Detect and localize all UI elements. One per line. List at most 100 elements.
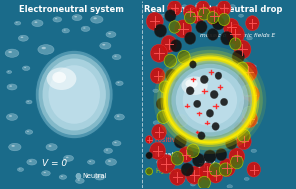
Ellipse shape [83, 27, 86, 29]
Ellipse shape [12, 145, 15, 147]
Text: mosaic of electric fields E: mosaic of electric fields E [200, 33, 275, 38]
Ellipse shape [161, 35, 177, 52]
Ellipse shape [221, 31, 233, 45]
Ellipse shape [223, 18, 239, 36]
Ellipse shape [238, 129, 250, 142]
Ellipse shape [49, 65, 100, 124]
Ellipse shape [151, 44, 168, 62]
Text: $\rm{H_2O_2}$ solution: $\rm{H_2O_2}$ solution [155, 166, 201, 177]
Ellipse shape [108, 160, 111, 162]
Ellipse shape [52, 72, 66, 83]
Ellipse shape [166, 59, 254, 141]
Ellipse shape [157, 111, 170, 123]
Ellipse shape [95, 174, 105, 180]
Ellipse shape [38, 45, 54, 54]
Ellipse shape [164, 54, 177, 67]
Ellipse shape [157, 155, 175, 173]
Ellipse shape [62, 29, 70, 33]
Ellipse shape [244, 177, 249, 180]
Ellipse shape [183, 74, 237, 126]
Ellipse shape [176, 68, 244, 132]
Ellipse shape [75, 178, 84, 184]
Ellipse shape [114, 142, 117, 143]
Ellipse shape [184, 11, 196, 24]
Ellipse shape [209, 163, 222, 176]
Ellipse shape [229, 148, 245, 165]
Ellipse shape [243, 107, 255, 120]
Ellipse shape [230, 5, 235, 8]
Ellipse shape [237, 133, 251, 150]
Ellipse shape [242, 85, 259, 104]
Ellipse shape [97, 175, 100, 177]
Ellipse shape [59, 175, 67, 179]
Ellipse shape [146, 12, 163, 30]
Ellipse shape [145, 136, 153, 143]
Ellipse shape [165, 10, 176, 22]
Ellipse shape [170, 40, 182, 52]
Ellipse shape [94, 17, 97, 19]
Ellipse shape [115, 114, 124, 120]
Ellipse shape [9, 85, 12, 87]
Ellipse shape [185, 79, 198, 88]
Ellipse shape [186, 87, 194, 95]
Ellipse shape [55, 18, 57, 19]
Ellipse shape [181, 76, 208, 95]
Text: V = 0: V = 0 [42, 159, 67, 168]
Ellipse shape [7, 84, 17, 90]
Ellipse shape [246, 16, 259, 31]
Ellipse shape [112, 54, 121, 60]
Ellipse shape [253, 121, 258, 124]
Ellipse shape [8, 71, 9, 72]
Ellipse shape [64, 155, 73, 161]
Ellipse shape [219, 163, 232, 176]
Ellipse shape [16, 22, 18, 23]
Ellipse shape [251, 65, 256, 68]
Ellipse shape [9, 115, 12, 117]
Ellipse shape [171, 64, 249, 136]
Ellipse shape [169, 21, 180, 33]
Ellipse shape [187, 144, 199, 158]
Ellipse shape [204, 150, 216, 163]
Ellipse shape [226, 137, 237, 149]
Ellipse shape [15, 21, 21, 25]
Ellipse shape [207, 29, 218, 40]
Ellipse shape [198, 176, 210, 189]
Ellipse shape [190, 8, 205, 24]
Ellipse shape [153, 121, 159, 125]
Ellipse shape [212, 16, 225, 30]
Ellipse shape [170, 169, 185, 185]
Ellipse shape [26, 100, 32, 104]
Ellipse shape [35, 50, 114, 139]
Ellipse shape [252, 93, 258, 96]
Ellipse shape [112, 141, 121, 146]
Ellipse shape [179, 179, 184, 183]
Ellipse shape [221, 98, 228, 106]
Ellipse shape [198, 132, 205, 140]
Text: Negative: Negative [155, 153, 185, 158]
Ellipse shape [89, 161, 91, 162]
Ellipse shape [152, 124, 166, 140]
Ellipse shape [161, 14, 166, 17]
Ellipse shape [34, 21, 38, 23]
Ellipse shape [150, 68, 165, 84]
Text: Neutral: Neutral [83, 173, 107, 179]
Ellipse shape [226, 25, 244, 44]
Ellipse shape [178, 147, 193, 162]
Ellipse shape [91, 16, 103, 23]
Ellipse shape [87, 160, 95, 164]
Ellipse shape [191, 183, 195, 186]
Ellipse shape [153, 89, 158, 92]
Ellipse shape [251, 149, 257, 153]
Ellipse shape [27, 131, 29, 132]
Ellipse shape [242, 110, 258, 128]
Ellipse shape [206, 6, 223, 25]
Ellipse shape [207, 12, 218, 24]
Ellipse shape [5, 49, 19, 57]
Ellipse shape [19, 169, 20, 170]
Ellipse shape [18, 35, 28, 41]
Ellipse shape [215, 148, 227, 161]
Ellipse shape [78, 179, 80, 181]
Text: zᴵFV > 0: zᴵFV > 0 [197, 160, 234, 170]
Ellipse shape [104, 148, 112, 153]
Ellipse shape [49, 145, 52, 147]
